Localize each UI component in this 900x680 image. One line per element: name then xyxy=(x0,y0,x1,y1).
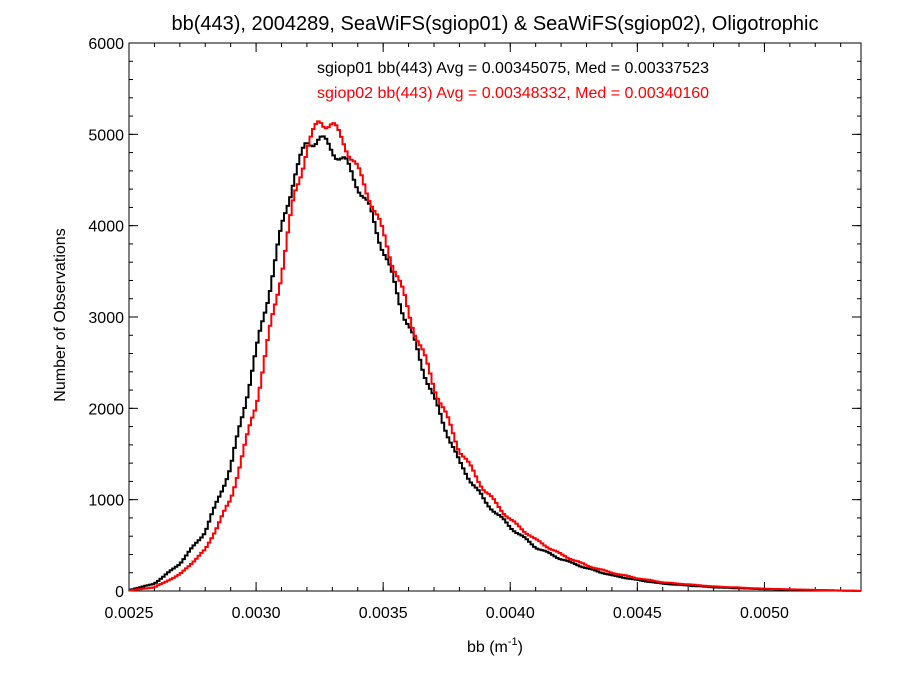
annotation-sgiop01: sgiop01 bb(443) Avg = 0.00345075, Med = … xyxy=(317,60,709,77)
y-tick-label: 0 xyxy=(115,584,124,601)
y-tick-label: 4000 xyxy=(88,219,124,236)
y-tick-label: 1000 xyxy=(88,493,124,510)
y-tick-label: 5000 xyxy=(88,127,124,144)
x-tick-label: 0.0035 xyxy=(359,605,408,622)
annotation-sgiop02: sgiop02 bb(443) Avg = 0.00348332, Med = … xyxy=(317,85,709,102)
x-tick-label: 0.0040 xyxy=(486,605,535,622)
x-tick-label: 0.0050 xyxy=(740,605,789,622)
y-axis-label: Number of Observations xyxy=(52,228,69,401)
y-tick-label: 6000 xyxy=(88,36,124,53)
y-tick-label: 3000 xyxy=(88,310,124,327)
x-axis-label: bb (m-1) xyxy=(467,636,523,656)
x-axis-label-superscript: -1 xyxy=(508,636,518,648)
series-sgiop01-histogram xyxy=(129,135,861,592)
x-tick-label: 0.0025 xyxy=(105,605,154,622)
plot-area: 0.0025 0.0030 0.0035 0.0040 0.0045 0.0050 0 100… xyxy=(88,36,862,622)
x-tick-label: 0.0030 xyxy=(232,605,281,622)
x-tick-label: 0.0045 xyxy=(613,605,662,622)
plot-frame xyxy=(128,42,862,592)
x-axis-label-main: bb (m xyxy=(467,639,508,656)
series-sgiop02-histogram xyxy=(129,120,861,592)
x-axis-label-close: ) xyxy=(518,639,523,656)
y-tick-label: 2000 xyxy=(88,401,124,418)
chart-title: bb(443), 2004289, SeaWiFS(sgiop01) & Sea… xyxy=(172,13,819,35)
